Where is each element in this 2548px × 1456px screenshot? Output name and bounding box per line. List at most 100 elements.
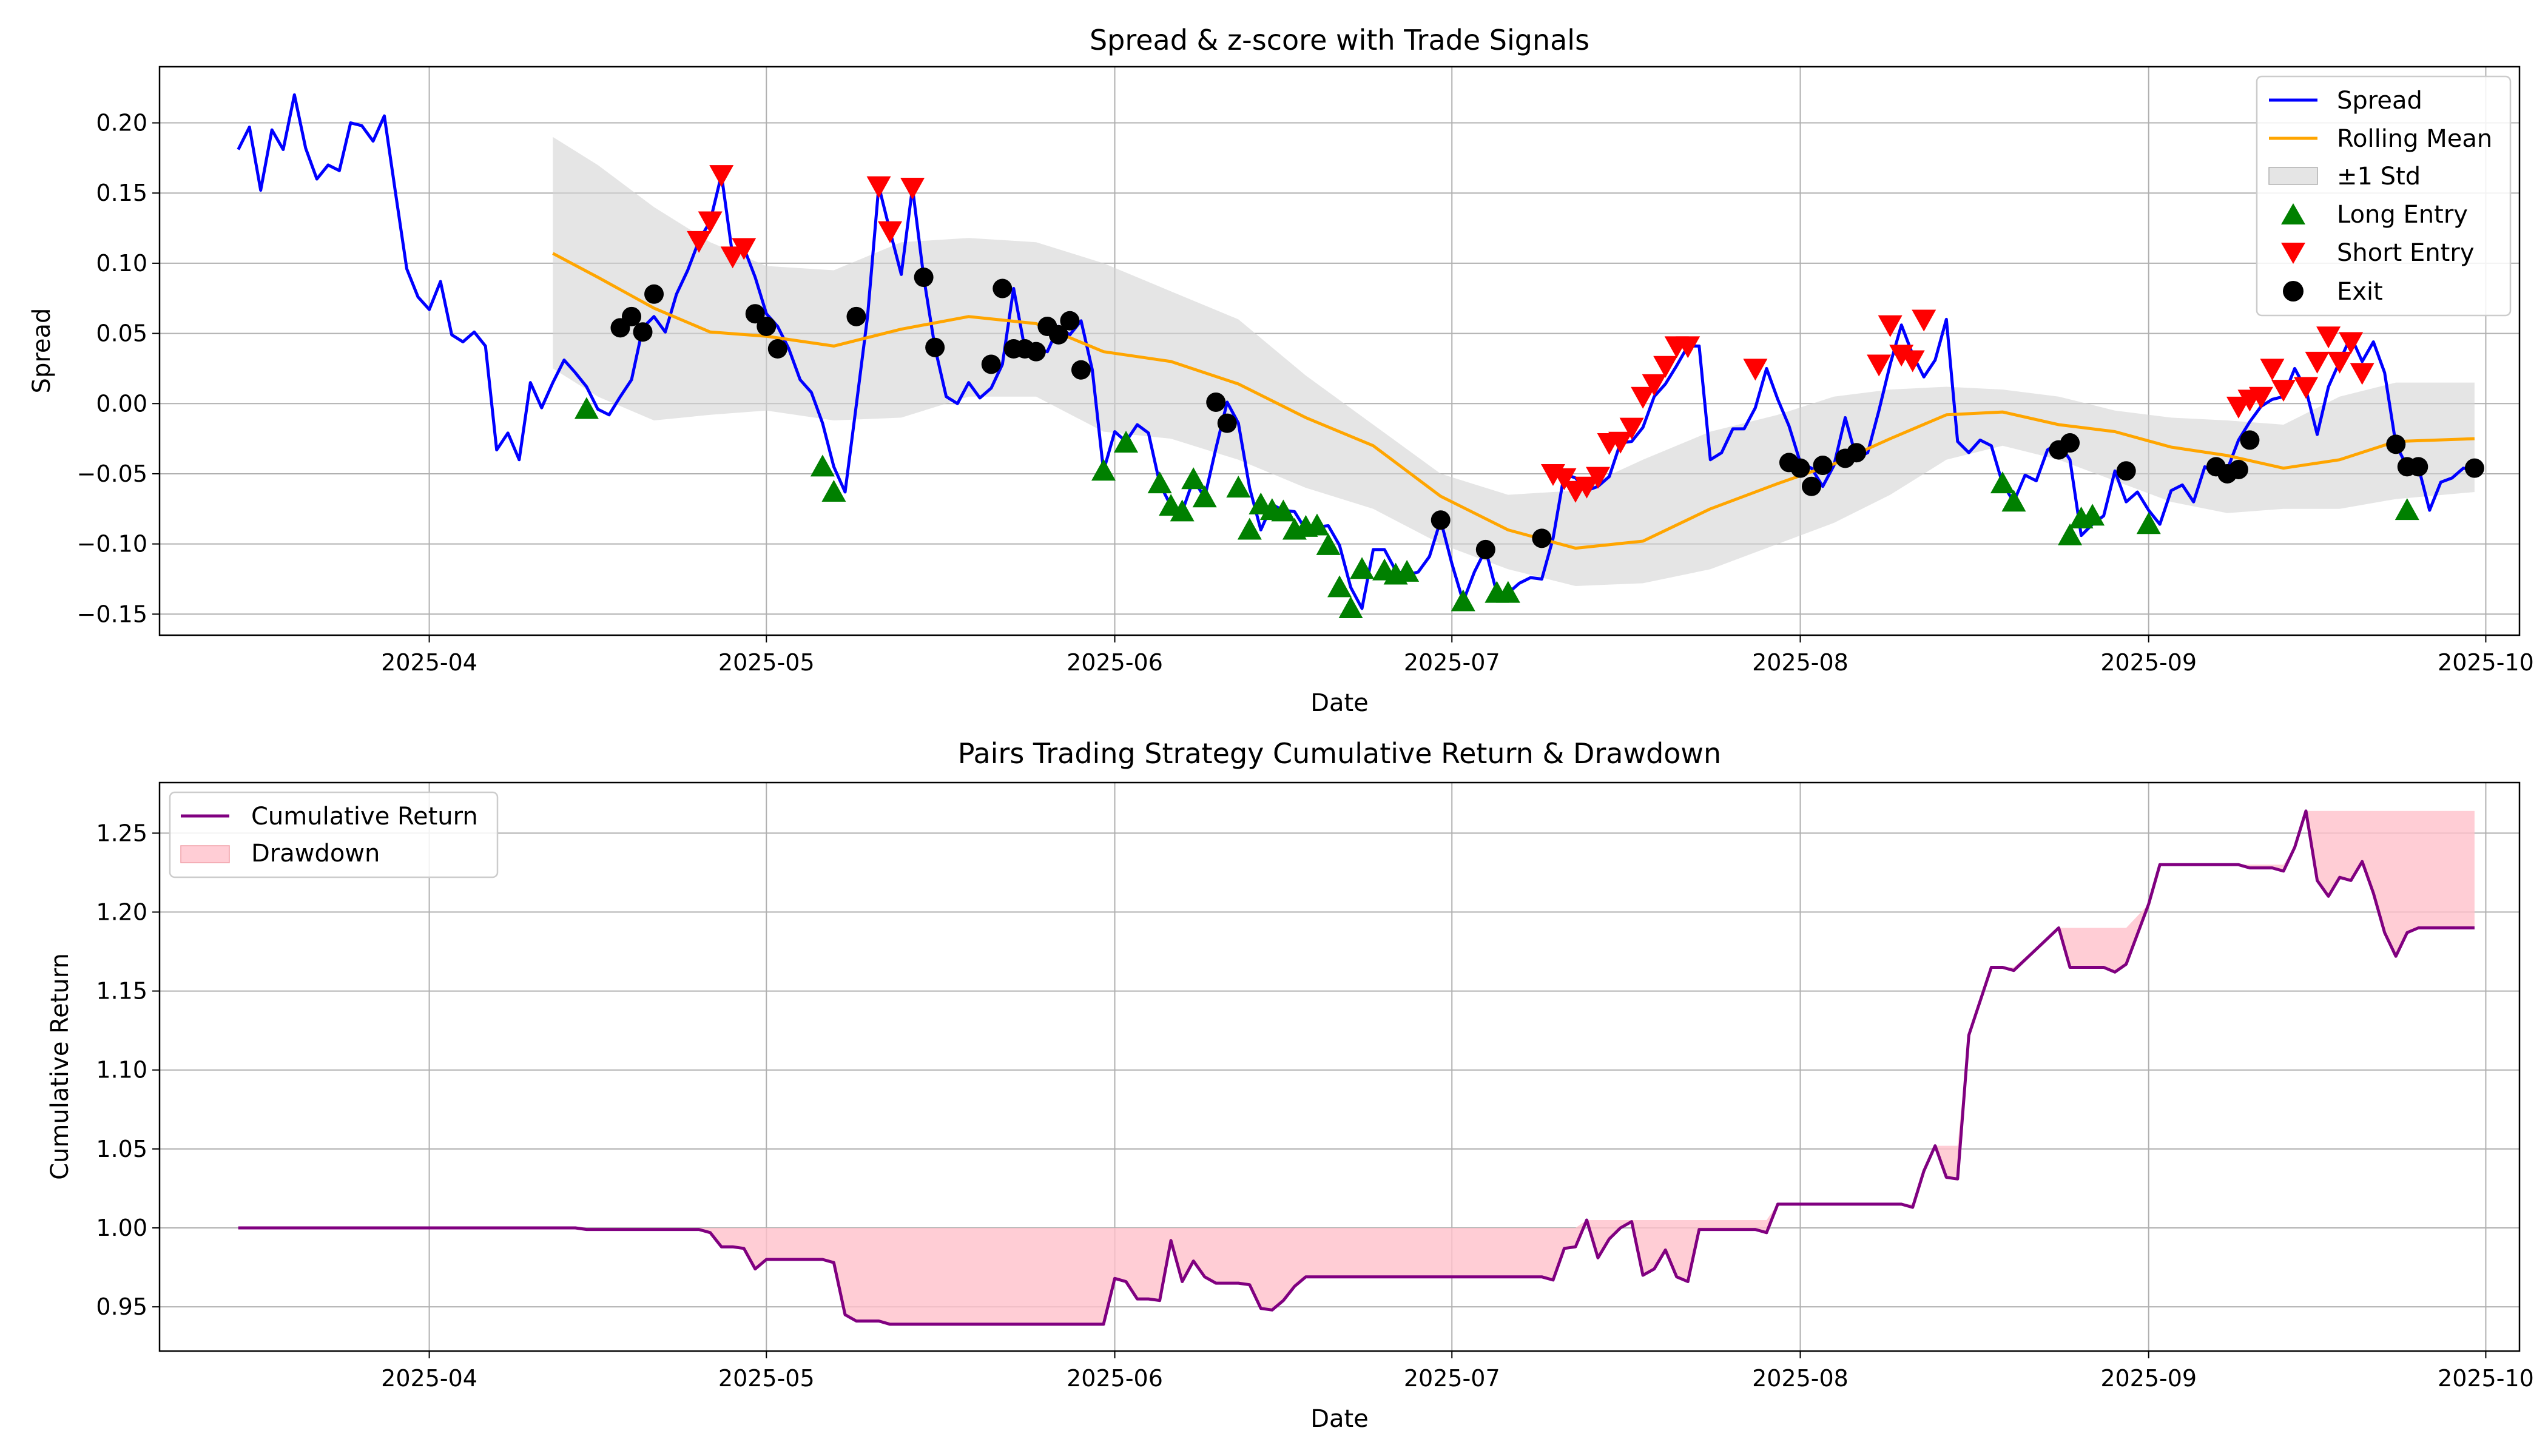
exit-marker	[2408, 457, 2428, 477]
exit-marker	[981, 354, 1001, 374]
short-entry-marker	[2316, 326, 2341, 349]
spread-y-tick-label: 0.10	[96, 250, 147, 277]
cumulative-chart-title: Pairs Trading Strategy Cumulative Return…	[958, 737, 1721, 770]
cumulative-return-chart: Pairs Trading Strategy Cumulative Return…	[46, 737, 2534, 1433]
cumulative-y-tick-label: 1.15	[96, 978, 147, 1005]
short-entry-marker	[1900, 350, 1925, 372]
exit-marker	[622, 306, 641, 326]
exit-marker	[1048, 325, 1068, 345]
long-entry-marker	[1147, 471, 1172, 494]
spread-y-tick-label: −0.10	[77, 531, 147, 558]
short-entry-marker	[1878, 315, 1903, 337]
exit-marker	[1060, 311, 1080, 331]
legend-std-band-icon	[2268, 167, 2318, 185]
cumulative-y-ticks: 0.95 1.00 1.05 1.10 1.15 1.20 1.25	[96, 820, 160, 1320]
spread-line	[237, 93, 2475, 610]
short-entry-marker	[687, 231, 712, 253]
exit-marker	[1206, 392, 1226, 412]
long-entry-marker	[1316, 533, 1341, 555]
long-entry-marker	[1091, 459, 1116, 481]
spread-x-tick-label: 2025-08	[1752, 649, 1849, 676]
spread-x-tick-label: 2025-10	[2438, 649, 2534, 676]
short-entry-marker	[1743, 359, 1768, 381]
short-entry-marker	[698, 211, 723, 234]
spread-x-tick-label: 2025-04	[381, 649, 477, 676]
cumulative-x-tick-label: 2025-09	[2100, 1365, 2197, 1392]
spread-plot-area	[237, 93, 2484, 619]
cumulative-x-tick-label: 2025-05	[718, 1365, 815, 1392]
legend-std-band-label: ±1 Std	[2337, 163, 2421, 190]
short-entry-marker	[1619, 417, 1644, 440]
short-entry-marker	[2294, 377, 2319, 399]
exit-marker	[2240, 430, 2260, 450]
legend-exit-icon	[2283, 281, 2304, 302]
cumulative-x-tick-label: 2025-08	[1752, 1365, 1849, 1392]
long-entry-marker	[821, 480, 846, 502]
spread-x-tick-label: 2025-09	[2100, 649, 2197, 676]
long-entry-marker	[2136, 512, 2161, 534]
spread-axes-frame	[158, 66, 2521, 636]
exit-marker	[1847, 443, 1867, 463]
cumulative-y-tick-label: 1.00	[96, 1215, 147, 1241]
spread-y-tick-label: −0.05	[77, 460, 147, 487]
short-entry-marker	[2271, 380, 2296, 402]
long-entry-marker	[1170, 499, 1195, 522]
std-band-area	[553, 136, 2475, 586]
spread-chart: Spread & z-score with Trade Signals 2025…	[28, 24, 2534, 717]
exit-marker	[1217, 413, 1237, 433]
spread-x-tick-label: 2025-06	[1067, 649, 1163, 676]
short-entry-marker	[1552, 468, 1577, 490]
legend-short-entry-label: Short Entry	[2337, 239, 2474, 267]
long-entry-marker	[2080, 504, 2105, 526]
exit-marker	[846, 306, 866, 326]
short-entry-marker	[2327, 351, 2352, 374]
short-entry-marker	[878, 221, 903, 243]
short-entry-marker	[1867, 354, 1892, 377]
cumulative-plot-area	[238, 809, 2475, 1326]
cumulative-y-tick-label: 0.95	[96, 1293, 147, 1320]
cumulative-return-line	[238, 809, 2475, 1326]
long-entry-marker	[1395, 559, 1420, 582]
legend-long-entry-icon	[2281, 203, 2305, 224]
spread-y-label: Spread	[28, 308, 56, 394]
short-entry-marker	[1574, 476, 1599, 499]
spread-y-tick-label: 0.15	[96, 180, 147, 206]
long-entry-marker	[1338, 596, 1363, 619]
long-entry-marker	[1495, 581, 1520, 603]
short-entry-marker	[1653, 356, 1678, 378]
short-entry-marker	[1642, 374, 1667, 396]
spread-legend: Spread Rolling Mean ±1 Std Long Entry Sh…	[2256, 75, 2512, 317]
exit-marker	[2116, 461, 2136, 481]
exit-marker	[1026, 342, 1046, 362]
spread-y-tick-label: 0.20	[96, 110, 147, 136]
spread-chart-title: Spread & z-score with Trade Signals	[1090, 24, 1589, 56]
exit-marker	[1813, 456, 1833, 476]
short-entry-marker	[2260, 359, 2285, 381]
spread-y-tick-label: 0.00	[96, 390, 147, 417]
cumulative-y-tick-label: 1.25	[96, 820, 147, 846]
long-entry-marker	[1237, 517, 1262, 540]
long-entry-marker	[2001, 490, 2026, 512]
short-entry-marker	[2339, 332, 2364, 354]
short-entry-marker	[2248, 386, 2273, 409]
legend-rolling-mean-label: Rolling Mean	[2337, 125, 2492, 153]
long-entry-marker	[1226, 476, 1251, 498]
exit-marker	[644, 284, 664, 304]
cumulative-x-tick-label: 2025-07	[1404, 1365, 1500, 1392]
exit-marker	[633, 322, 653, 342]
exit-marker	[2386, 434, 2406, 454]
long-entry-marker	[1350, 557, 1375, 579]
cumulative-x-tick-label: 2025-04	[381, 1365, 477, 1392]
cumulative-x-tick-label: 2025-06	[1067, 1365, 1163, 1392]
short-entry-marker	[866, 176, 891, 198]
legend-drawdown-label: Drawdown	[251, 840, 380, 868]
exit-marker	[1802, 476, 1821, 496]
cumulative-legend: Cumulative Return Drawdown	[169, 791, 499, 878]
long-entry-marker	[1327, 575, 1352, 598]
cumulative-legend-box	[169, 791, 499, 878]
cumulative-y-label: Cumulative Return	[46, 953, 74, 1180]
legend-spread-label: Spread	[2337, 87, 2422, 115]
long-entry-marker	[2058, 523, 2083, 545]
legend-cumulative-label: Cumulative Return	[251, 803, 478, 831]
